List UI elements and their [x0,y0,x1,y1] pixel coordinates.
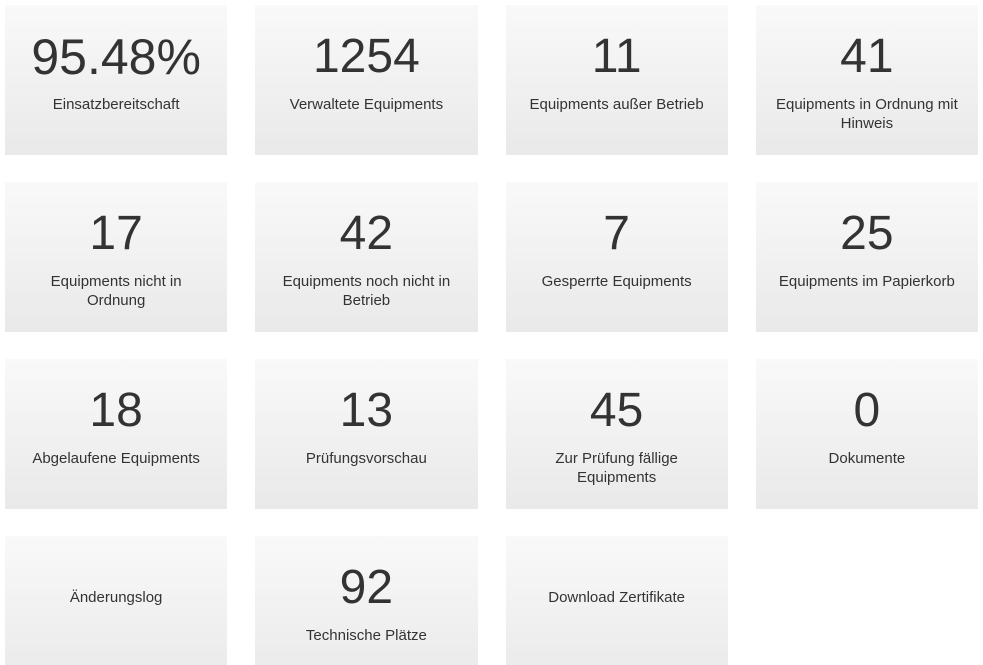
tile-einsatzbereitschaft[interactable]: 95.48% Einsatzbereitschaft [5,5,228,155]
tile-label: Equipments in Ordnung mit Hinweis [775,96,958,132]
tile-value: 18 [89,384,143,437]
tile-zur-pruefung-faellige-equipments[interactable]: 45 Zur Prüfung fällige Equipments [505,359,728,509]
tile-label: Gesperrte Equipments [541,273,692,290]
tile-abgelaufene-equipments[interactable]: 18 Abgelaufene Equipments [5,359,228,509]
tile-equipments-nicht-in-ordnung[interactable]: 17 Equipments nicht in Ordnung [5,182,228,332]
tile-value: 13 [339,384,394,437]
tile-label: Abgelaufene Equipments [32,450,200,467]
tile-download-zertifikate[interactable]: Download Zertifikate [505,536,728,665]
tile-value: 0 [853,384,881,437]
tile-value: 42 [339,207,394,260]
tile-label: Verwaltete Equipments [289,96,444,113]
tile-label: Technische Plätze [305,627,427,644]
tile-value: 41 [840,30,894,83]
tile-aenderungslog[interactable]: Änderungslog [5,536,228,665]
tile-value: 17 [89,207,143,260]
tile-label: Equipments noch nicht in Betrieb [282,273,451,309]
tile-gesperrte-equipments[interactable]: 7 Gesperrte Equipments [505,182,728,332]
tile-dokumente[interactable]: 0 Dokumente [755,359,978,509]
tile-label: Equipments außer Betrieb [529,96,704,113]
tile-label: Download Zertifikate [548,588,685,606]
tile-equipments-im-papierkorb[interactable]: 25 Equipments im Papierkorb [755,182,978,332]
tile-label: Zur Prüfung fällige Equipments [555,450,678,486]
tile-equipments-ausser-betrieb[interactable]: 11 Equipments außer Betrieb [505,5,728,155]
tile-label: Einsatzbereitschaft [52,96,180,113]
tile-value: 92 [339,561,394,614]
tile-technische-plaetze[interactable]: 92 Technische Plätze [255,536,478,665]
tile-verwaltete-equipments[interactable]: 1254 Verwaltete Equipments [255,5,478,155]
tile-label: Equipments nicht in Ordnung [50,273,182,309]
tile-equipments-noch-nicht-in-betrieb[interactable]: 42 Equipments noch nicht in Betrieb [255,182,478,332]
tile-pruefungsvorschau[interactable]: 13 Prüfungsvorschau [255,359,478,509]
tile-value: 25 [840,207,894,260]
tile-equipments-in-ordnung-mit-hinweis[interactable]: 41 Equipments in Ordnung mit Hinweis [755,5,978,155]
tile-label: Equipments im Papierkorb [778,273,955,290]
tile-value: 7 [603,207,630,260]
tile-label: Prüfungsvorschau [305,450,427,467]
tile-label: Änderungslog [69,588,163,606]
tile-value: 1254 [312,30,420,83]
tile-value: 11 [591,30,642,83]
tile-value: 95.48% [31,29,201,85]
tile-value: 45 [589,384,644,437]
tile-label: Dokumente [828,450,906,467]
